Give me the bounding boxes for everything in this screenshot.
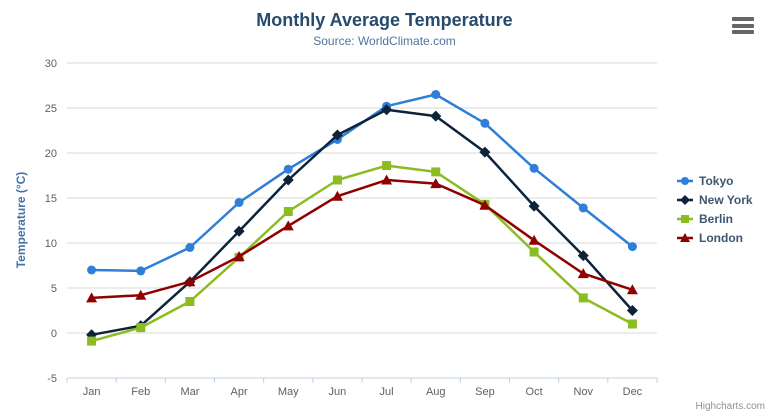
triangle-marker-icon <box>677 233 693 242</box>
y-axis-label: 25 <box>45 103 57 115</box>
data-point-tokyo[interactable] <box>185 243 195 252</box>
x-axis-label: Mar <box>180 386 199 398</box>
data-point-london[interactable] <box>331 190 343 201</box>
y-axis-label: 20 <box>45 148 57 160</box>
export-menu-button hamburger-icon[interactable] <box>732 17 754 34</box>
data-point-london[interactable] <box>577 268 589 279</box>
x-axis-label: Apr <box>231 386 248 398</box>
data-point-tokyo[interactable] <box>529 163 539 173</box>
y-axis-label: 15 <box>45 193 57 205</box>
data-point-berlin[interactable] <box>529 247 539 257</box>
credits-link[interactable]: Highcharts.com <box>695 401 765 412</box>
y-axis-label: 5 <box>51 283 57 295</box>
data-point-new-york[interactable] <box>381 104 393 116</box>
data-point-berlin[interactable] <box>578 293 588 303</box>
data-point-tokyo[interactable] <box>87 265 97 275</box>
data-point-london[interactable] <box>479 199 491 210</box>
data-point-london[interactable] <box>430 178 442 189</box>
triangle-marker-glyph[interactable] <box>680 233 690 242</box>
legend: Tokyo New York Berlin London <box>676 174 753 245</box>
data-point-berlin[interactable] <box>332 175 342 185</box>
data-point-tokyo[interactable] <box>480 118 490 128</box>
legend-item-new-york[interactable]: New York <box>676 193 753 207</box>
legend-item-london[interactable]: London <box>676 231 753 245</box>
data-point-berlin[interactable] <box>627 319 637 329</box>
data-point-berlin[interactable] <box>382 161 392 171</box>
series-line-new-york[interactable] <box>90 108 634 337</box>
series-line-berlin[interactable] <box>90 164 634 343</box>
data-point-berlin[interactable] <box>431 167 441 177</box>
series-tokyo[interactable] <box>87 90 637 276</box>
square-marker-glyph[interactable] <box>681 215 689 223</box>
series-london[interactable] <box>86 174 638 303</box>
x-axis-label: Jan <box>83 386 101 398</box>
data-point-london[interactable] <box>233 251 245 261</box>
x-axis-label: Aug <box>426 386 446 398</box>
data-point-london[interactable] <box>86 292 98 303</box>
hamburger-bar <box>732 30 754 34</box>
x-axis-label: Jun <box>329 386 347 398</box>
data-point-berlin[interactable] <box>283 207 293 216</box>
data-point-berlin[interactable] <box>136 323 146 333</box>
data-point-london[interactable] <box>381 174 393 185</box>
y-axis-label: 0 <box>51 328 57 340</box>
chart-subtitle: Source: WorldClimate.com <box>313 34 456 48</box>
y-axis-label: -5 <box>47 373 57 385</box>
data-point-new-york[interactable] <box>626 305 638 316</box>
series-line-tokyo[interactable] <box>90 93 634 273</box>
data-point-new-york[interactable] <box>577 250 589 262</box>
hamburger-bar <box>732 23 754 28</box>
x-axis-label: Sep <box>475 386 495 398</box>
x-axis-label: Jul <box>380 386 394 398</box>
chart-title: Monthly Average Temperature <box>256 10 513 30</box>
series-line-london[interactable] <box>90 178 634 300</box>
legend-label: Berlin <box>699 212 734 226</box>
data-point-new-york[interactable] <box>233 225 245 237</box>
y-axis-label: 10 <box>45 238 57 250</box>
x-axis-label: Oct <box>526 386 543 398</box>
legend-item-berlin[interactable]: Berlin <box>676 212 753 226</box>
x-axis-label: May <box>278 386 299 398</box>
x-axis-label: Nov <box>573 386 593 398</box>
data-point-new-york[interactable] <box>331 129 343 141</box>
data-point-new-york[interactable] <box>282 174 294 186</box>
legend-label: London <box>699 231 743 245</box>
legend-label: Tokyo <box>699 174 734 188</box>
y-axis-label: 30 <box>45 58 57 70</box>
data-point-tokyo[interactable] <box>431 90 441 99</box>
data-point-london[interactable] <box>184 276 196 287</box>
x-axis-label: Dec <box>623 386 643 398</box>
data-point-tokyo[interactable] <box>234 198 244 207</box>
data-point-new-york[interactable] <box>528 200 540 212</box>
data-point-london[interactable] <box>135 289 147 300</box>
data-point-london[interactable] <box>626 284 638 295</box>
diamond-marker-glyph[interactable] <box>680 195 690 205</box>
data-point-tokyo[interactable] <box>283 164 293 174</box>
data-point-tokyo[interactable] <box>578 203 588 213</box>
data-point-tokyo[interactable] <box>136 266 146 276</box>
diamond-marker-icon <box>677 195 693 205</box>
data-point-london[interactable] <box>528 234 540 245</box>
data-point-berlin[interactable] <box>185 297 195 306</box>
data-point-london[interactable] <box>282 220 294 231</box>
data-point-new-york[interactable] <box>430 110 442 122</box>
data-point-berlin[interactable] <box>87 336 97 346</box>
legend-label: New York <box>699 193 753 207</box>
x-axis-label: Feb <box>131 386 150 398</box>
data-point-new-york[interactable] <box>479 146 491 158</box>
data-point-tokyo[interactable] <box>627 242 637 252</box>
hamburger-bar <box>732 17 754 21</box>
circle-marker-glyph[interactable] <box>681 177 689 185</box>
circle-marker-icon <box>677 177 693 185</box>
series-new-york[interactable] <box>86 104 638 341</box>
square-marker-icon <box>677 215 693 223</box>
legend-item-tokyo[interactable]: Tokyo <box>676 174 753 188</box>
